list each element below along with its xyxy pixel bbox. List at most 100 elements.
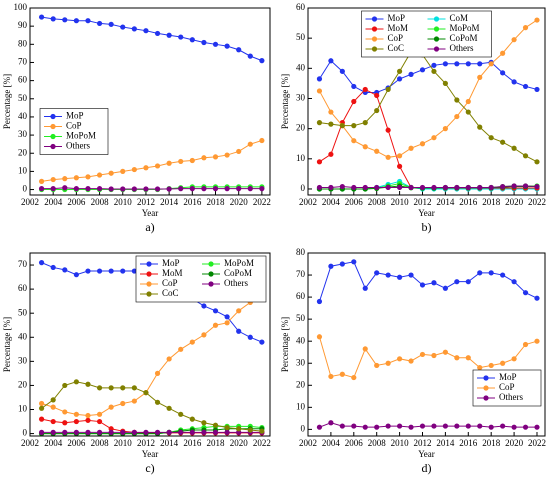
data-point [419, 282, 426, 288]
x-tick-label: 2006 [67, 197, 86, 207]
data-point [488, 135, 494, 141]
y-tick-label: 10 [296, 153, 306, 163]
data-point [120, 400, 126, 407]
data-point [534, 424, 540, 430]
data-point [374, 362, 380, 369]
legend-label: CoPoM [450, 33, 478, 43]
y-tick-label: 20 [18, 147, 28, 157]
x-tick-label: 2004 [44, 438, 63, 448]
legend-label: CoP [499, 382, 515, 392]
data-point [362, 144, 368, 150]
data-point [328, 151, 334, 157]
data-point [500, 70, 506, 76]
x-tick-label: 2014 [160, 197, 179, 207]
x-tick-label: 2008 [91, 438, 110, 448]
data-point [189, 186, 195, 192]
y-tick-label: 80 [18, 38, 28, 48]
data-point [316, 120, 323, 126]
data-point [189, 429, 195, 435]
legend-marker [433, 16, 440, 22]
data-point [431, 423, 437, 429]
legend: MoP MoPoM MoM CoPoM CoP Others CoC [135, 255, 267, 303]
x-tick-label: 2004 [322, 197, 341, 207]
data-point [96, 172, 103, 178]
data-point [259, 137, 265, 144]
y-tick-label: 40 [18, 331, 28, 341]
data-point [96, 429, 103, 435]
x-tick-label: 2016 [183, 197, 202, 207]
data-point [108, 268, 114, 274]
data-point [131, 429, 137, 435]
data-point [511, 424, 517, 430]
data-point [62, 382, 68, 389]
y-tick-label: 40 [296, 62, 306, 72]
data-point [522, 153, 529, 159]
data-point [259, 58, 265, 64]
data-point [212, 322, 219, 328]
data-point [96, 268, 103, 274]
legend-marker [483, 385, 489, 391]
y-tick-label: 40 [296, 335, 306, 345]
data-point [201, 39, 207, 46]
legend-marker [146, 261, 152, 267]
data-point [247, 141, 253, 147]
data-point [328, 121, 334, 127]
legend-label: MoPoM [224, 258, 254, 268]
data-point [477, 184, 483, 191]
data-point [534, 295, 540, 301]
legend-marker [146, 281, 152, 287]
data-point [465, 279, 471, 285]
data-point [351, 83, 357, 90]
data-point [374, 92, 380, 99]
data-point [511, 356, 517, 362]
data-point [189, 157, 195, 164]
data-point [408, 145, 414, 151]
data-point [431, 135, 437, 141]
data-point [362, 86, 368, 93]
data-point [351, 184, 357, 191]
data-point [431, 280, 437, 286]
data-point [408, 71, 414, 77]
y-tick-label: 0 [301, 423, 306, 433]
data-point [212, 41, 219, 47]
y-tick-label: 50 [296, 313, 306, 323]
data-point [511, 79, 517, 85]
data-point [73, 429, 79, 435]
data-point [50, 264, 56, 271]
legend-marker [208, 271, 214, 277]
x-tick-label: 2016 [459, 197, 478, 207]
data-point [236, 328, 242, 334]
data-point [38, 416, 45, 422]
data-point [62, 267, 68, 273]
legend-marker [371, 26, 378, 32]
legend-label: MoP [162, 258, 180, 268]
data-point [154, 370, 161, 376]
data-point [73, 18, 79, 24]
x-tick-label: 2010 [391, 197, 410, 207]
data-point [178, 158, 184, 165]
caption: c) [145, 461, 154, 475]
data-point [73, 186, 79, 192]
data-point [465, 184, 471, 191]
x-tick-label: 2010 [114, 438, 133, 448]
x-tick-label: 2002 [21, 197, 39, 207]
data-point [374, 424, 380, 430]
legend-marker [483, 375, 489, 381]
data-point [522, 290, 529, 296]
data-point [396, 274, 403, 280]
data-point [465, 109, 471, 115]
y-tick-label: 50 [18, 307, 28, 317]
data-point [522, 83, 529, 90]
panel: 0 10 20 30 40 50 60 70 2002 2004 2006 2008 2010 2012 2… [2, 252, 271, 475]
data-point [442, 349, 448, 355]
data-point [62, 185, 68, 191]
data-point [431, 184, 437, 191]
x-tick-label: 2004 [322, 438, 341, 448]
x-tick-label: 2020 [230, 438, 249, 448]
data-point [120, 168, 126, 174]
legend-label: MoM [388, 23, 409, 33]
x-tick-label: 2018 [207, 438, 226, 448]
data-point [224, 152, 230, 158]
data-point [259, 186, 265, 192]
